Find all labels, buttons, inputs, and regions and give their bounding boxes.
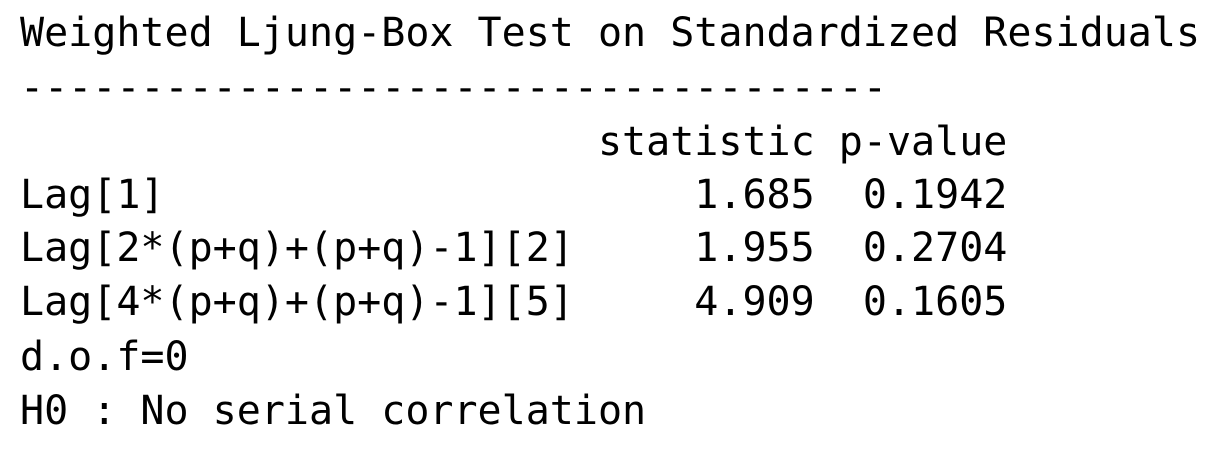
statistic: 1.685 <box>694 172 815 218</box>
row-label: Lag[1] <box>20 172 165 218</box>
statistic: 1.955 <box>694 225 815 271</box>
title: Weighted Ljung-Box Test on Standardized … <box>20 10 1201 56</box>
column-header: statistic <box>597 119 815 165</box>
statistic: 4.909 <box>694 279 815 325</box>
table-row: Lag[4*(p+q)+(p+q)-1][5] 4.909 0.1605 <box>20 275 1220 329</box>
row-label: Lag[4*(p+q)+(p+q)-1][5] <box>20 279 574 325</box>
hypothesis: H0 : No serial correlation <box>20 388 647 434</box>
p-value: 0.1942 <box>862 172 1008 218</box>
separator: ------------------------------------ <box>20 65 887 111</box>
table-header: statistic p-value <box>20 115 1220 169</box>
row-label: Lag[2*(p+q)+(p+q)-1][2] <box>20 225 574 271</box>
p-value: 0.2704 <box>862 225 1008 271</box>
table-row: Lag[2*(p+q)+(p+q)-1][2] 1.955 0.2704 <box>20 221 1220 275</box>
column-header: p-value <box>838 119 1008 165</box>
dof: d.o.f=0 <box>20 334 189 380</box>
table-row: Lag[1] 1.685 0.1942 <box>20 168 1220 222</box>
p-value: 0.1605 <box>862 279 1008 325</box>
